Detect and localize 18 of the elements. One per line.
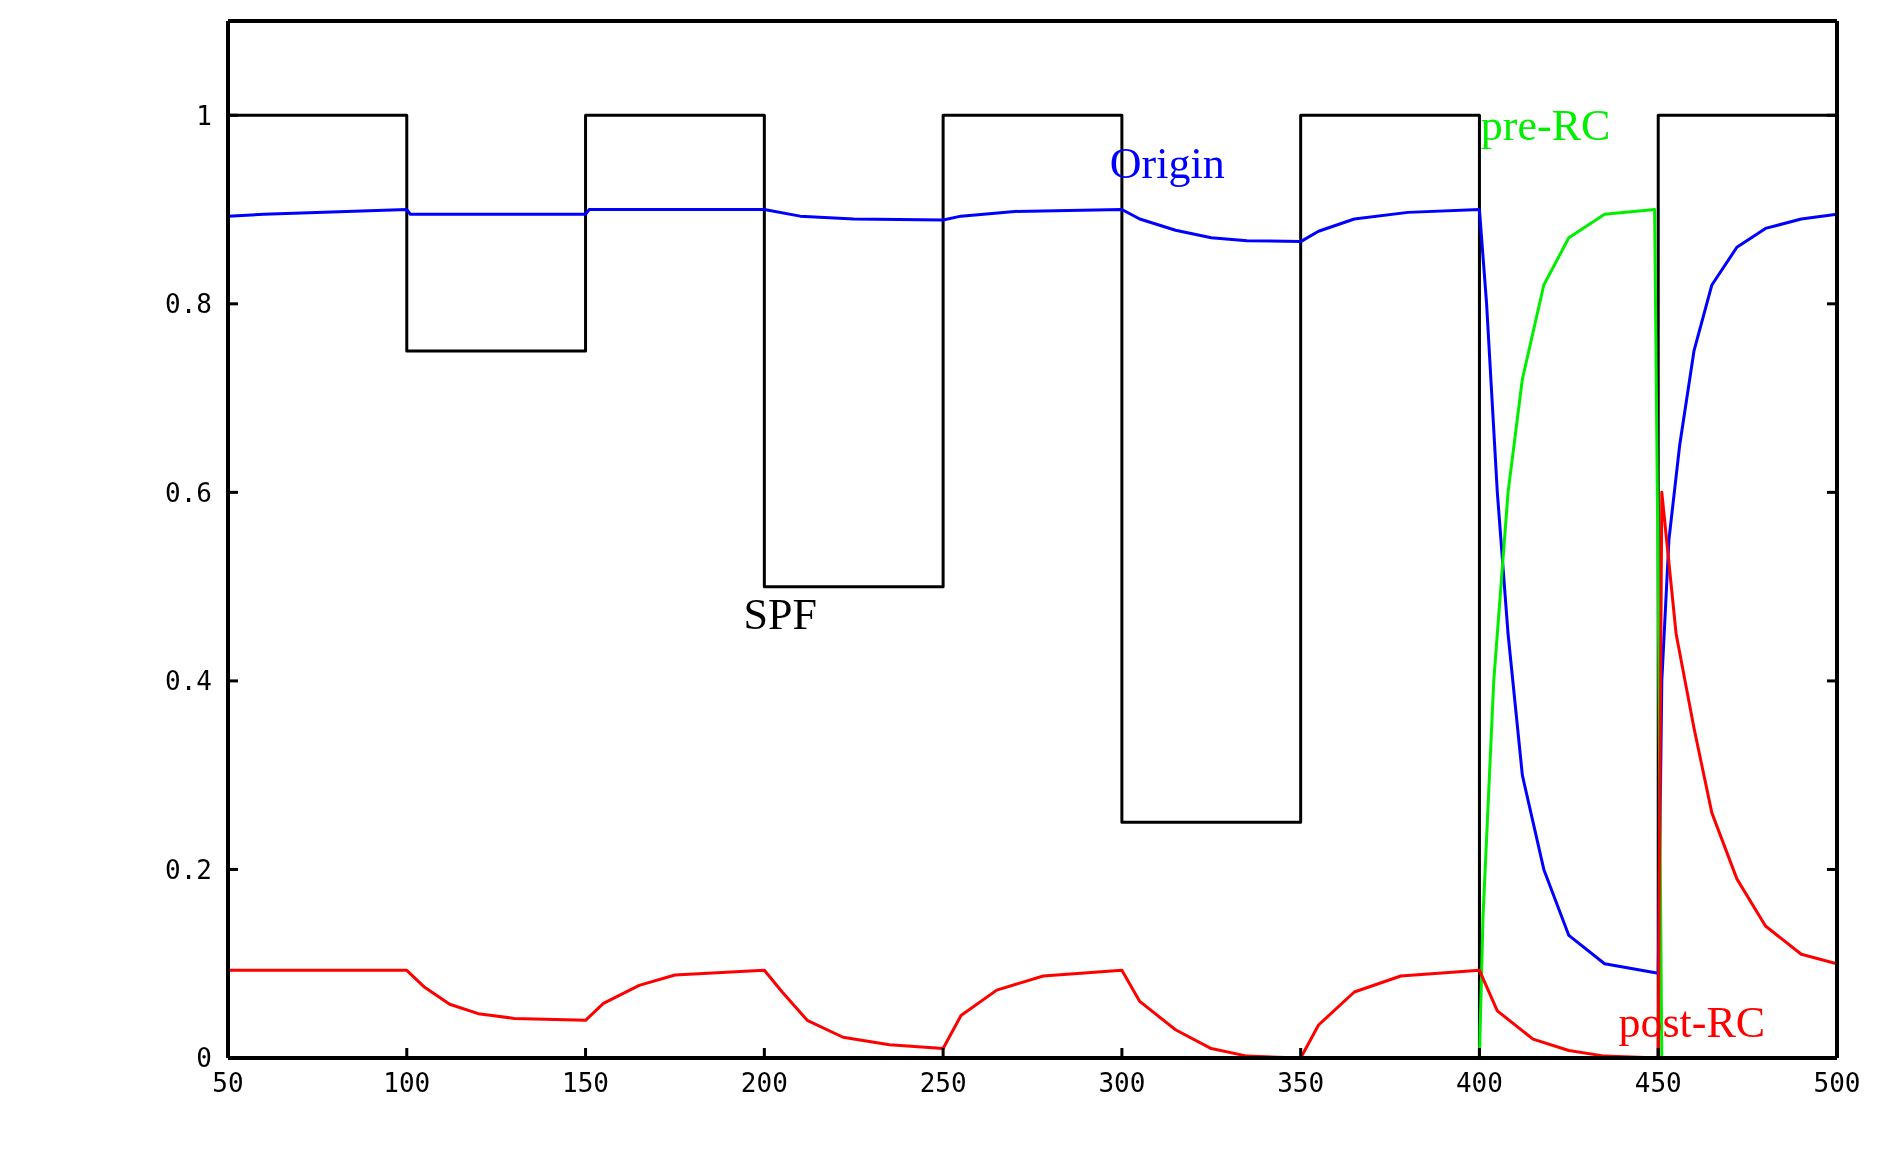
- x-tick-label: 150: [562, 1068, 610, 1099]
- y-tick-label: 0: [196, 1043, 212, 1074]
- y-tick-label: 1: [196, 100, 212, 131]
- y-tick-label: 0.4: [165, 666, 212, 697]
- x-tick-label: 450: [1634, 1068, 1682, 1099]
- x-tick-label: 350: [1277, 1068, 1325, 1099]
- x-tick-label: 100: [383, 1068, 431, 1099]
- x-tick-label: 200: [740, 1068, 788, 1099]
- x-tick-label: 500: [1813, 1068, 1861, 1099]
- y-tick-label: 0.8: [165, 289, 212, 320]
- x-tick-label: 250: [919, 1068, 967, 1099]
- x-tick-label: 400: [1455, 1068, 1503, 1099]
- x-tick-label: 300: [1098, 1068, 1146, 1099]
- series-label: SPF: [743, 590, 817, 640]
- y-tick-label: 0.6: [165, 477, 212, 508]
- series-label: pre-RC: [1480, 100, 1611, 150]
- x-tick-label: 50: [212, 1068, 244, 1099]
- y-tick-label: 0.2: [165, 854, 212, 885]
